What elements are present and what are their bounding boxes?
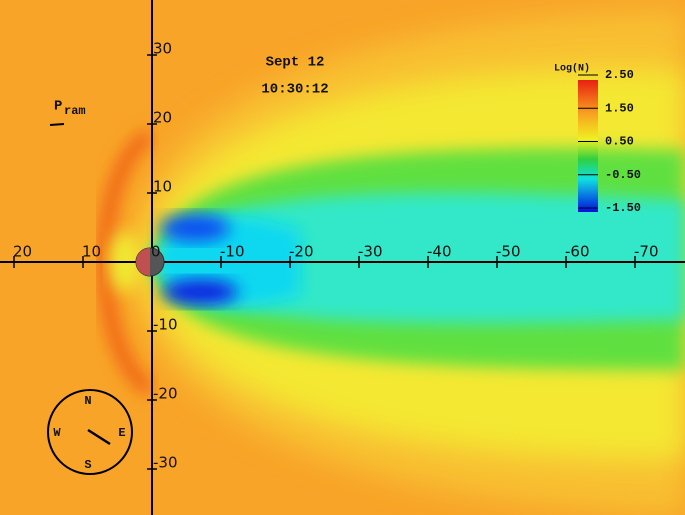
x-tick-label: -10	[220, 243, 245, 261]
compass-south: S	[84, 458, 91, 472]
x-tick-label: -40	[427, 243, 452, 261]
time: 10:30:12	[261, 82, 328, 98]
x-tick-label: -70	[634, 243, 659, 261]
x-tick-label: -60	[565, 243, 590, 261]
colorbar-tick-label: -0.50	[605, 168, 641, 182]
pressure-symbol: P	[54, 99, 62, 115]
y-tick-label: -10	[153, 316, 178, 334]
pressure-subscript: ram	[64, 104, 86, 118]
x-tick-label: -50	[496, 243, 521, 261]
x-tick-label: 0	[151, 243, 161, 261]
compass-east: E	[118, 426, 125, 440]
colorbar-scale	[578, 80, 598, 212]
colorbar-tick-label: 0.50	[605, 135, 634, 149]
earth-dayside	[136, 248, 150, 276]
axis-ticks: 20 10 0 -10 -20 -30 -40 -50 -60 -70 30 20 10 -10 -20 -3…	[13, 40, 659, 472]
colorbar-tick-label: 1.50	[605, 101, 634, 115]
compass-needle	[87, 428, 111, 446]
pressure-arrow	[49, 123, 65, 126]
y-tick-label: -30	[153, 454, 178, 472]
colorbar-label: Log(N)	[554, 63, 590, 75]
compass-north: N	[84, 394, 91, 408]
x-tick-label: -30	[358, 243, 383, 261]
x-tick-label: 10	[82, 243, 101, 261]
pressure-label: P ram	[49, 99, 86, 126]
compass: N S W E	[47, 389, 133, 475]
colorbar: Log(N) 2.50 1.50 0.50 -0.50 -1.50	[554, 63, 641, 216]
compass-west: W	[53, 426, 61, 440]
y-tick-label: 10	[153, 178, 172, 196]
x-tick-label: 20	[13, 243, 32, 261]
colorbar-tick-label: 2.50	[605, 68, 634, 82]
colorbar-tick-label: -1.50	[605, 201, 641, 215]
y-tick-label: 30	[153, 40, 172, 58]
compass-ring	[47, 389, 133, 475]
y-tick-label: -20	[153, 385, 178, 403]
y-tick-label: 20	[153, 109, 172, 127]
x-tick-label: -20	[289, 243, 314, 261]
date: Sept 12	[266, 55, 325, 71]
